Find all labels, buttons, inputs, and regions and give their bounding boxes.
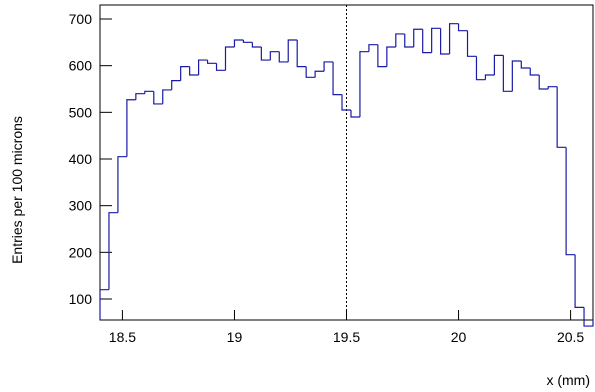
histogram-bin: [126, 99, 136, 157]
y-axis-label: Entries per 100 microns: [9, 116, 25, 264]
x-tick-label: 19: [227, 329, 243, 345]
histogram-bin: [368, 44, 378, 52]
histogram-bin: [180, 66, 190, 81]
histogram-bin: [242, 40, 253, 43]
histogram-bin: [457, 23, 468, 32]
y-tick-label: 600: [69, 58, 93, 74]
x-tick-label: 20.5: [557, 329, 584, 345]
histogram-bin: [484, 74, 495, 80]
histogram-bin: [144, 90, 154, 94]
histogram-bin: [314, 70, 325, 78]
histogram-bin: [233, 39, 244, 47]
histogram-bin: [135, 93, 145, 100]
histogram-bin: [493, 54, 504, 75]
histogram-bin: [287, 39, 298, 62]
histogram-bin: [475, 56, 486, 81]
histogram-bin: [395, 33, 405, 47]
histogram-bin: [153, 91, 163, 105]
histogram-bin: [215, 63, 226, 71]
y-tick-label: 400: [69, 151, 93, 167]
histogram-bin: [269, 51, 280, 61]
histogram-bin: [323, 61, 334, 72]
y-tick-label: 200: [69, 244, 93, 260]
histogram-bin: [386, 46, 396, 67]
histogram-bin: [565, 147, 576, 256]
histogram-bin: [556, 86, 567, 148]
histogram-bin: [413, 28, 423, 47]
histogram-bin: [377, 44, 387, 68]
histogram-bin: [296, 40, 307, 68]
histogram-bin: [117, 156, 127, 213]
histogram-bin: [448, 23, 459, 54]
histogram-bin: [350, 110, 360, 118]
histogram-bin: [359, 51, 369, 117]
histogram-bin: [341, 94, 351, 111]
histogram-bin: [251, 42, 262, 48]
y-tick-label: 500: [69, 104, 93, 120]
histogram-bin: [511, 60, 522, 92]
histogram-bin: [529, 68, 540, 76]
histogram-bin: [260, 47, 271, 61]
histogram-bin: [189, 66, 199, 76]
histogram-bin: [466, 30, 477, 57]
histogram-bin: [520, 61, 531, 69]
histogram-bin: [547, 86, 558, 89]
histogram-bin: [431, 27, 441, 53]
histogram-bin: [198, 59, 208, 75]
histogram-bin: [440, 28, 450, 55]
histogram-bin: [278, 51, 289, 63]
histogram-bin: [108, 212, 118, 290]
histogram-bin: [502, 55, 513, 92]
y-tick-label: 100: [69, 291, 93, 307]
histogram-bin: [305, 66, 316, 78]
x-tick-label: 18.5: [109, 329, 136, 345]
y-tick-label: 700: [69, 11, 93, 27]
y-tick-label: 300: [69, 198, 93, 214]
histogram-bin: [206, 60, 217, 64]
histogram-bin: [538, 75, 549, 90]
x-tick-label: 20: [451, 329, 467, 345]
histogram-bin: [422, 29, 432, 54]
histogram-bin: [332, 61, 343, 96]
x-tick-label: 19.5: [333, 329, 360, 345]
histogram-bin: [162, 89, 172, 104]
histogram-bin: [224, 46, 235, 71]
histogram-bin: [583, 307, 594, 327]
x-axis-label: x (mm): [546, 372, 590, 388]
histogram-bin: [171, 80, 181, 90]
histogram-bin: [99, 289, 109, 320]
histogram-bin: [404, 33, 414, 48]
histogram-bin: [574, 254, 585, 308]
